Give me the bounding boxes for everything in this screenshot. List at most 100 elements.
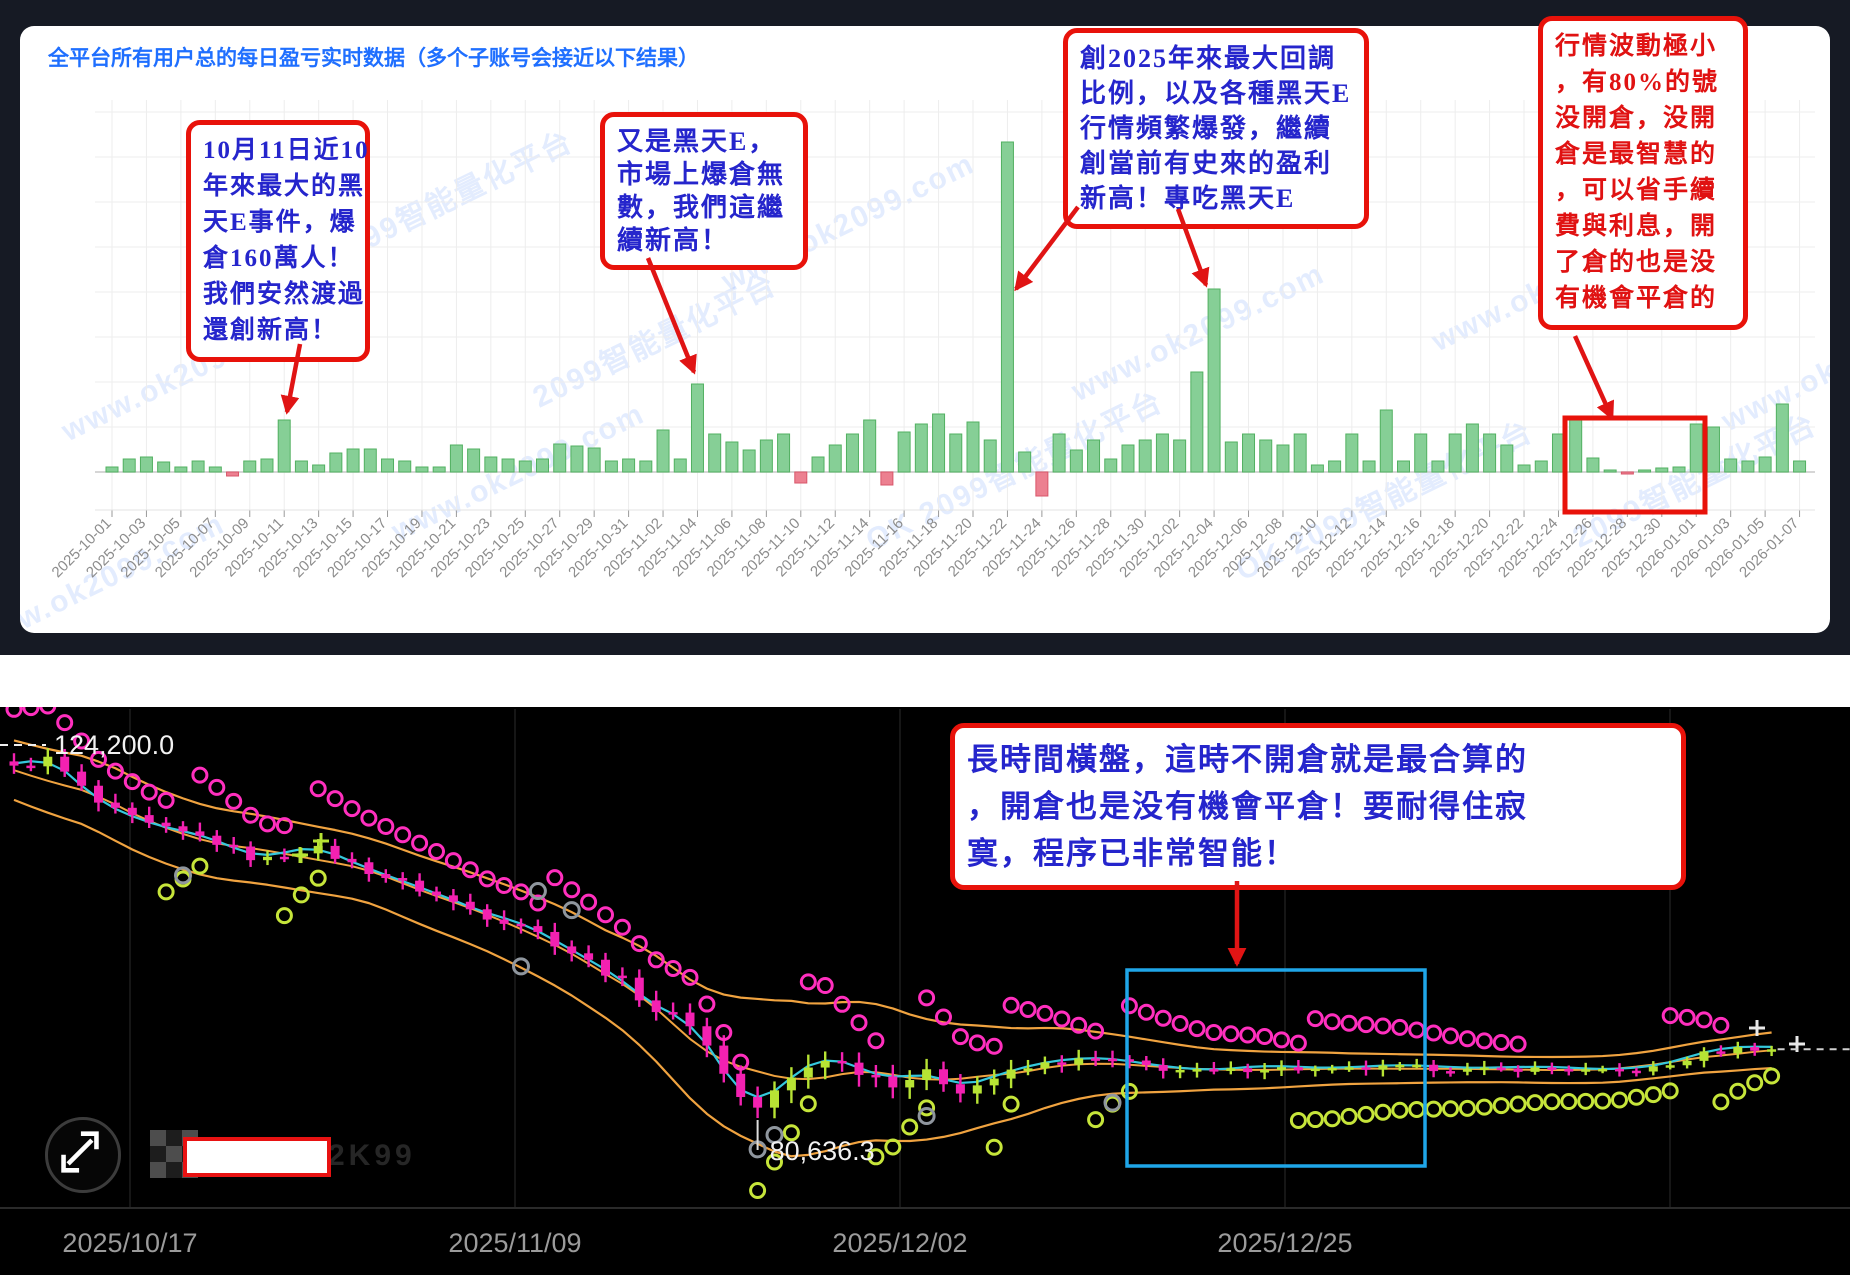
bar[interactable]: [1465, 423, 1479, 473]
bar[interactable]: [139, 456, 153, 473]
bar[interactable]: [1483, 433, 1497, 473]
bar[interactable]: [1517, 464, 1531, 473]
bar[interactable]: [1706, 426, 1720, 473]
bar[interactable]: [1259, 439, 1273, 473]
bar[interactable]: [277, 419, 291, 473]
bar[interactable]: [1724, 458, 1738, 473]
bar[interactable]: [949, 433, 963, 473]
bar[interactable]: [828, 444, 842, 473]
bar[interactable]: [759, 439, 773, 473]
bar[interactable]: [1534, 460, 1548, 473]
bar[interactable]: [639, 460, 653, 473]
bar[interactable]: [1293, 433, 1307, 473]
bar[interactable]: [243, 460, 257, 473]
bar[interactable]: [553, 443, 567, 473]
bar[interactable]: [1500, 444, 1514, 473]
bar[interactable]: [673, 458, 687, 473]
bar[interactable]: [1638, 469, 1652, 473]
bar[interactable]: [897, 431, 911, 473]
bar[interactable]: [1793, 460, 1807, 473]
bar[interactable]: [1207, 288, 1221, 473]
bar[interactable]: [794, 471, 808, 484]
bar[interactable]: [1431, 460, 1445, 473]
bar[interactable]: [811, 456, 825, 473]
expand-button[interactable]: [45, 1117, 121, 1193]
annotation-line: 續新高！: [617, 226, 730, 255]
bar[interactable]: [1603, 469, 1617, 473]
bar[interactable]: [1362, 460, 1376, 473]
bar[interactable]: [725, 441, 739, 473]
bar[interactable]: [1173, 439, 1187, 473]
bar[interactable]: [260, 458, 274, 473]
bar[interactable]: [1242, 433, 1256, 473]
bar[interactable]: [1758, 456, 1772, 473]
bar[interactable]: [363, 448, 377, 473]
bar[interactable]: [708, 433, 722, 473]
bar[interactable]: [742, 449, 756, 473]
bar[interactable]: [966, 421, 980, 473]
bar[interactable]: [932, 413, 946, 473]
bar[interactable]: [398, 460, 412, 473]
bar[interactable]: [570, 445, 584, 473]
bar[interactable]: [1379, 409, 1393, 473]
bar[interactable]: [329, 452, 343, 473]
bar[interactable]: [690, 383, 704, 473]
bar[interactable]: [105, 466, 119, 473]
bar[interactable]: [432, 466, 446, 473]
bar[interactable]: [1328, 460, 1342, 473]
bar[interactable]: [914, 423, 928, 473]
bar[interactable]: [1276, 444, 1290, 473]
bar[interactable]: [1310, 464, 1324, 473]
bar[interactable]: [1689, 423, 1703, 473]
bar[interactable]: [174, 466, 188, 473]
bar[interactable]: [1155, 433, 1169, 473]
bar[interactable]: [983, 439, 997, 473]
bar[interactable]: [467, 448, 481, 473]
bar[interactable]: [1087, 439, 1101, 473]
bar[interactable]: [863, 419, 877, 473]
bar[interactable]: [1345, 433, 1359, 473]
bar[interactable]: [1104, 458, 1118, 473]
bar[interactable]: [415, 466, 429, 473]
bar[interactable]: [1138, 439, 1152, 473]
bar[interactable]: [1655, 467, 1669, 473]
bar[interactable]: [208, 466, 222, 473]
bar[interactable]: [536, 458, 549, 473]
bar[interactable]: [1000, 141, 1014, 473]
bar[interactable]: [122, 458, 136, 473]
bar[interactable]: [1569, 419, 1583, 473]
bar[interactable]: [845, 433, 859, 473]
bar[interactable]: [484, 456, 498, 473]
bar[interactable]: [449, 444, 463, 473]
bar[interactable]: [656, 429, 670, 473]
bar[interactable]: [1448, 433, 1462, 473]
bar[interactable]: [777, 433, 791, 473]
bar[interactable]: [312, 464, 326, 473]
bar[interactable]: [1620, 471, 1634, 475]
bar[interactable]: [1035, 471, 1049, 497]
bar[interactable]: [1018, 451, 1032, 473]
bar[interactable]: [381, 458, 395, 473]
bar[interactable]: [880, 471, 894, 486]
bar[interactable]: [1397, 460, 1410, 473]
bar[interactable]: [346, 448, 360, 473]
bar[interactable]: [1775, 403, 1789, 473]
bar[interactable]: [191, 460, 205, 473]
bar[interactable]: [604, 460, 618, 473]
bar[interactable]: [1224, 441, 1238, 473]
bar[interactable]: [1741, 460, 1755, 473]
bar[interactable]: [1414, 433, 1428, 473]
bar[interactable]: [226, 471, 240, 477]
bar[interactable]: [622, 458, 636, 473]
bar[interactable]: [1069, 449, 1083, 473]
bar[interactable]: [501, 458, 515, 473]
bar[interactable]: [1052, 433, 1066, 473]
bar[interactable]: [1121, 444, 1135, 473]
bar[interactable]: [1190, 371, 1204, 473]
bar[interactable]: [518, 460, 532, 473]
bar[interactable]: [294, 460, 308, 473]
bar[interactable]: [157, 461, 171, 473]
bar[interactable]: [1672, 466, 1686, 473]
bar[interactable]: [587, 447, 601, 473]
bar[interactable]: [1586, 457, 1600, 473]
